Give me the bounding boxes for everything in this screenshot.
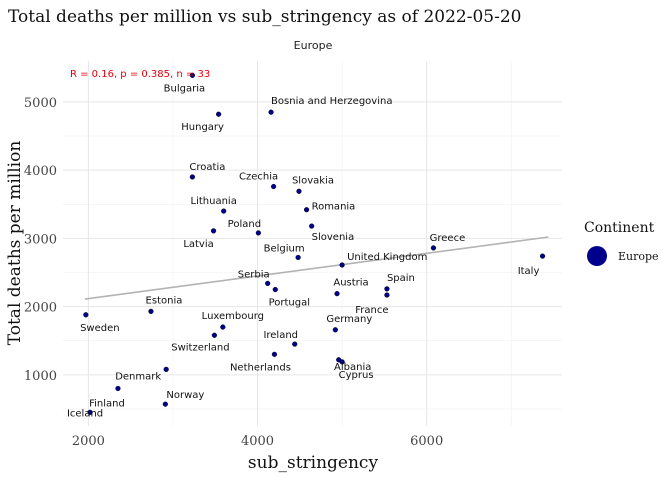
legend-symbol [587,246,607,266]
point-label-greece: Greece [430,233,466,244]
point-label-bulgaria: Bulgaria [164,83,205,94]
point-label-denmark: Denmark [115,371,161,382]
point-label-luxembourg: Luxembourg [202,311,264,322]
point-label-belgium: Belgium [264,243,305,254]
point-bosnia-and-herzegovina [268,109,274,115]
x-tick-label: 4000 [241,434,274,449]
trend-line [84,236,549,300]
point-iceland [87,409,93,415]
point-label-serbia: Serbia [238,269,270,280]
point-luxembourg [220,324,226,330]
point-latvia [210,228,217,234]
point-label-sweden: Sweden [80,323,120,334]
point-label-lithuania: Lithuania [191,196,237,207]
point-labels-group: Bulgaria Bosnia and Herzegovina Hungary Cro… [67,83,540,419]
point-label-austria: Austria [333,278,368,289]
legend: Continent Europe [584,220,659,266]
point-label-iceland: Iceland [67,408,103,419]
point-portugal [272,286,278,293]
point-belgium [295,254,301,261]
y-tick-label: 4000 [24,164,57,179]
point-label-slovenia: Slovenia [312,232,355,243]
point-bulgaria [189,72,196,78]
y-tick-label: 2000 [24,301,57,316]
point-cyprus [339,359,345,365]
x-axis-ticks: 2000 4000 6000 [72,434,443,449]
point-label-slovakia: Slovakia [292,175,334,186]
point-label-norway: Norway [166,390,204,401]
point-label-italy: Italy [518,266,540,277]
y-tick-label: 3000 [24,232,57,247]
y-tick-label: 5000 [24,96,57,111]
point-slovakia [296,188,302,194]
point-label-bosnia-and-herzegovina: Bosnia and Herzegovina [271,96,392,107]
point-ireland [292,341,298,347]
point-label-spain: Spain [387,273,415,284]
points-group [83,72,546,415]
point-germany [332,327,338,333]
point-serbia [265,280,271,287]
chart-title: Total deaths per million vs sub_stringen… [8,7,521,27]
point-hungary [216,111,222,117]
point-label-latvia: Latvia [183,239,213,250]
legend-item-europe: Europe [618,250,659,263]
legend-title: Continent [584,220,655,236]
point-sweden [83,312,89,318]
x-tick-label: 6000 [410,434,443,449]
point-estonia [148,308,154,314]
point-label-portugal: Portugal [269,298,310,309]
point-united-kingdom [339,262,345,268]
point-label-cyprus: Cyprus [339,370,374,381]
point-label-ireland: Ireland [263,330,298,341]
point-netherlands [271,351,278,357]
point-label-germany: Germany [326,314,372,325]
point-austria [334,291,340,297]
point-label-czechia: Czechia [239,172,278,183]
y-tick-label: 1000 [24,369,57,384]
point-spain [384,286,390,292]
point-label-france: France [355,305,388,316]
y-axis-ticks: 1000 2000 3000 4000 5000 [24,96,57,384]
point-romania [303,207,310,213]
grid [63,61,562,426]
x-axis-title: sub_stringency [248,453,379,473]
facet-label: Europe [294,39,333,52]
trend-line-group [84,236,549,300]
point-label-poland: Poland [228,219,261,230]
point-label-hungary: Hungary [181,122,224,133]
point-label-croatia: Croatia [189,162,225,173]
point-croatia [189,174,196,180]
point-label-finland: Finland [89,398,125,409]
point-poland [255,230,261,236]
point-label-netherlands: Netherlands [230,362,291,373]
point-label-switzerland: Switzerland [171,342,229,353]
point-switzerland [211,332,217,338]
point-slovenia [309,223,315,229]
point-label-romania: Romania [312,202,356,213]
point-greece [430,245,437,251]
point-czechia [270,183,277,190]
point-denmark [163,366,169,372]
point-label-estonia: Estonia [146,295,183,306]
point-label-united-kingdom: United Kingdom [347,252,427,263]
x-tick-label: 2000 [72,434,105,449]
point-lithuania [221,208,227,214]
point-label-albania: Albania [334,362,371,373]
point-norway [162,401,168,407]
y-axis-title: Total deaths per million [5,141,25,346]
point-france [384,292,390,298]
point-finland [115,385,121,392]
stat-annotation: R = 0.16, p = 0.385, n = 33 [70,69,210,80]
point-italy [539,253,546,259]
